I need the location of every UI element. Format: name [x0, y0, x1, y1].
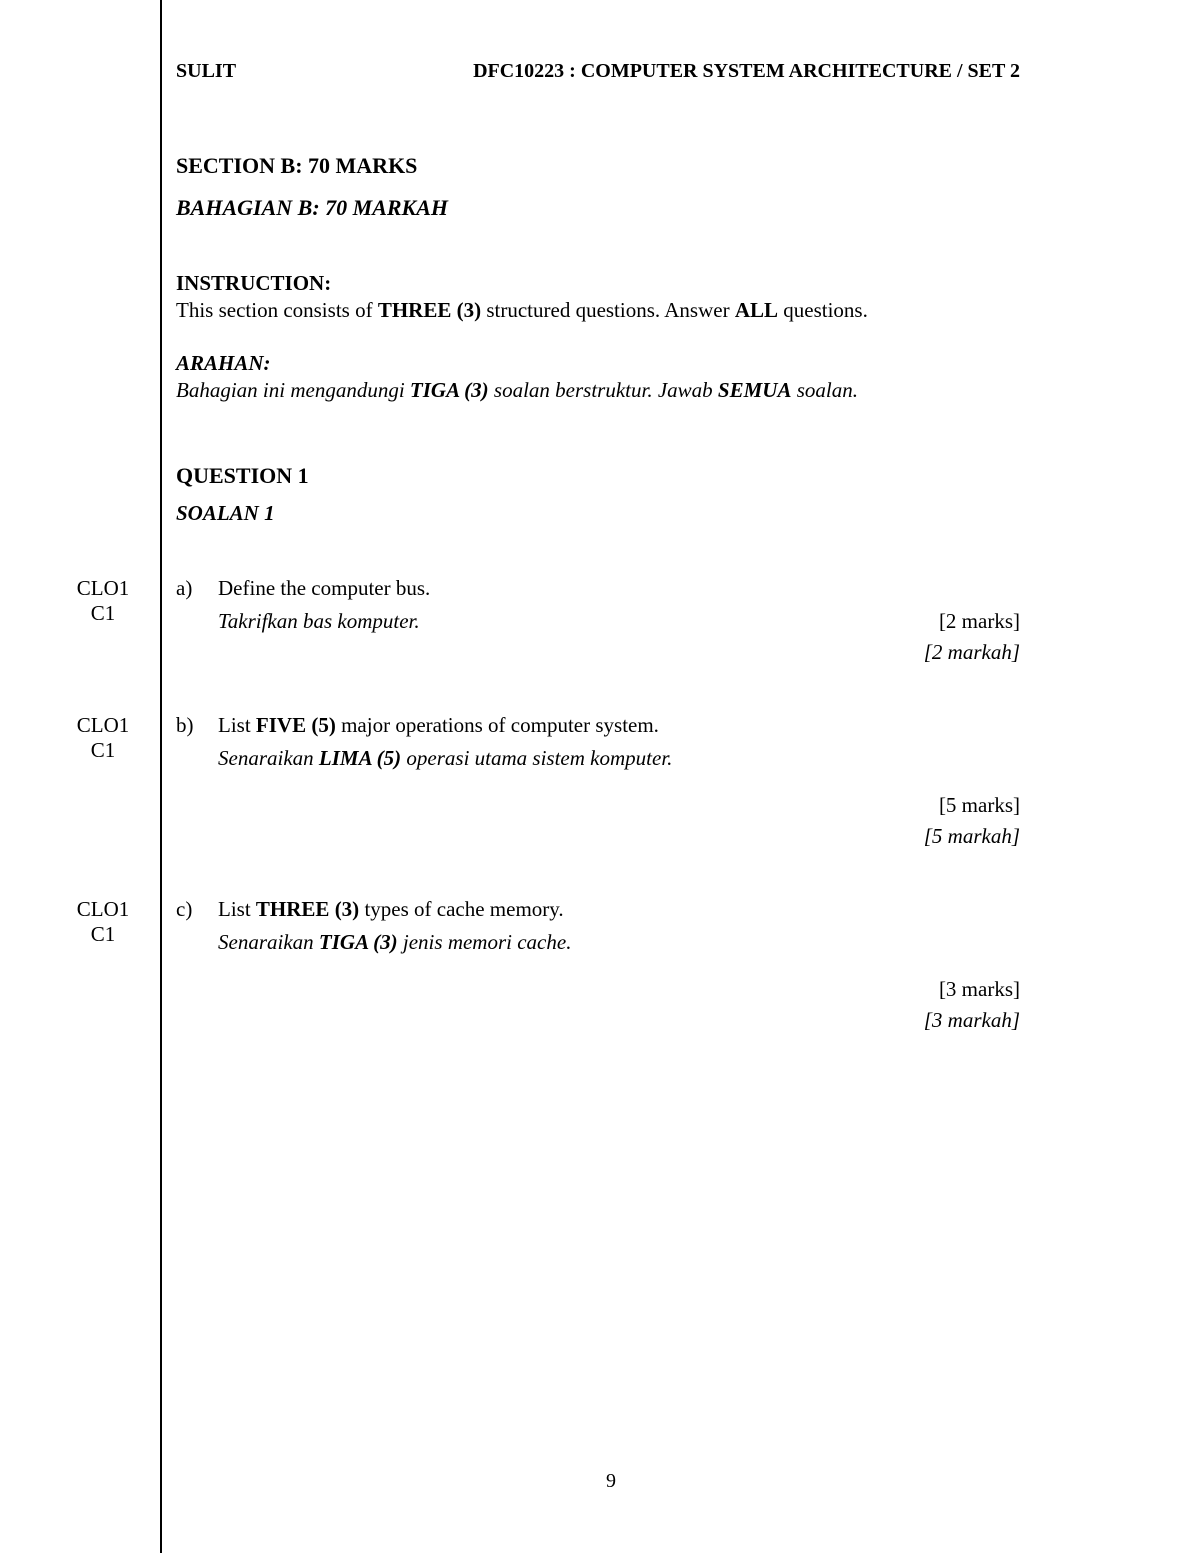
instruction-label-en: INSTRUCTION: [176, 271, 1060, 296]
item-c-ms-bold: TIGA (3) [319, 930, 398, 954]
instr-ms-part1: Bahagian ini mengandungi [176, 378, 410, 402]
section-title-en: SECTION B: 70 MARKS [176, 153, 1060, 179]
instr-ms-part2: soalan berstruktur. Jawab [489, 378, 718, 402]
item-c-ms-2: jenis memori cache. [398, 930, 572, 954]
item-c-row: c) List THREE (3) types of cache memory.… [176, 897, 1060, 1033]
clo-c-line2: C1 [58, 922, 148, 947]
item-a-marks-en: [2 marks] [939, 609, 1020, 634]
item-b-body: List FIVE (5) major operations of comput… [218, 713, 1060, 849]
page-number: 9 [162, 1470, 1060, 1493]
item-a-text-ms: Takrifkan bas komputer. [218, 609, 939, 634]
clo-tag-b: CLO1 C1 [58, 713, 148, 763]
instruction-text-en: This section consists of THREE (3) struc… [176, 298, 1060, 323]
question-item-c: CLO1 C1 c) List THREE (3) types of cache… [176, 897, 1060, 1033]
page-header: SULIT DFC10223 : COMPUTER SYSTEM ARCHITE… [176, 60, 1060, 83]
item-b-en-2: major operations of computer system. [336, 713, 659, 737]
header-left: SULIT [176, 60, 236, 83]
item-c-body: List THREE (3) types of cache memory. Se… [218, 897, 1060, 1033]
item-b-en-1: List [218, 713, 256, 737]
item-b-letter: b) [176, 713, 218, 849]
item-a-text-en: Define the computer bus. [218, 576, 1020, 601]
item-c-marks-ms: [3 markah] [218, 1008, 1020, 1033]
item-c-en-2: types of cache memory. [359, 897, 563, 921]
item-c-marks-en: [3 marks] [218, 977, 1020, 1002]
item-c-en-bold: THREE (3) [256, 897, 359, 921]
question-item-b: CLO1 C1 b) List FIVE (5) major operation… [176, 713, 1060, 849]
item-b-en-bold: FIVE (5) [256, 713, 336, 737]
item-c-ms-1: Senaraikan [218, 930, 319, 954]
item-c-letter: c) [176, 897, 218, 1033]
clo-b-line1: CLO1 [58, 713, 148, 738]
clo-c-line1: CLO1 [58, 897, 148, 922]
item-b-ms-bold: LIMA (5) [319, 746, 401, 770]
item-c-en-1: List [218, 897, 256, 921]
item-a-inline: Takrifkan bas komputer. [2 marks] [218, 609, 1020, 634]
instr-ms-bold1: TIGA (3) [410, 378, 489, 402]
item-b-marks-en: [5 marks] [218, 793, 1020, 818]
clo-tag-c: CLO1 C1 [58, 897, 148, 947]
instruction-label-ms: ARAHAN: [176, 351, 1060, 376]
clo-a-line2: C1 [58, 601, 148, 626]
clo-a-line1: CLO1 [58, 576, 148, 601]
instr-en-part2: structured questions. Answer [481, 298, 735, 322]
item-a-marks-ms: [2 markah] [218, 640, 1020, 665]
instr-ms-part3: soalan. [791, 378, 858, 402]
item-b-ms-1: Senaraikan [218, 746, 319, 770]
instr-ms-bold2: SEMUA [718, 378, 792, 402]
item-b-ms-2: operasi utama sistem komputer. [401, 746, 672, 770]
item-a-letter: a) [176, 576, 218, 665]
left-margin [0, 0, 160, 1553]
item-c-text-en: List THREE (3) types of cache memory. [218, 897, 1020, 922]
item-c-marks-block: [3 marks] [3 markah] [218, 977, 1020, 1033]
question-label-en: QUESTION 1 [176, 463, 1060, 489]
content-area: SULIT DFC10223 : COMPUTER SYSTEM ARCHITE… [160, 0, 1060, 1553]
item-a-body: Define the computer bus. Takrifkan bas k… [218, 576, 1060, 665]
exam-page: SULIT DFC10223 : COMPUTER SYSTEM ARCHITE… [0, 0, 1200, 1553]
question-label-ms: SOALAN 1 [176, 501, 1060, 526]
question-item-a: CLO1 C1 a) Define the computer bus. Takr… [176, 576, 1060, 665]
item-b-text-ms: Senaraikan LIMA (5) operasi utama sistem… [218, 746, 1020, 771]
instruction-text-ms: Bahagian ini mengandungi TIGA (3) soalan… [176, 378, 1060, 403]
instr-en-bold2: ALL [735, 298, 778, 322]
instr-en-bold1: THREE (3) [378, 298, 481, 322]
instr-en-part1: This section consists of [176, 298, 378, 322]
header-right: DFC10223 : COMPUTER SYSTEM ARCHITECTURE … [473, 60, 1020, 83]
clo-b-line2: C1 [58, 738, 148, 763]
item-b-text-en: List FIVE (5) major operations of comput… [218, 713, 1020, 738]
item-b-marks-block: [5 marks] [5 markah] [218, 793, 1020, 849]
item-a-marks-block: [2 markah] [218, 640, 1020, 665]
instr-en-part3: questions. [778, 298, 868, 322]
item-c-text-ms: Senaraikan TIGA (3) jenis memori cache. [218, 930, 1020, 955]
section-title-ms: BAHAGIAN B: 70 MARKAH [176, 195, 1060, 221]
item-a-row: a) Define the computer bus. Takrifkan ba… [176, 576, 1060, 665]
clo-tag-a: CLO1 C1 [58, 576, 148, 626]
item-b-marks-ms: [5 markah] [218, 824, 1020, 849]
item-b-row: b) List FIVE (5) major operations of com… [176, 713, 1060, 849]
